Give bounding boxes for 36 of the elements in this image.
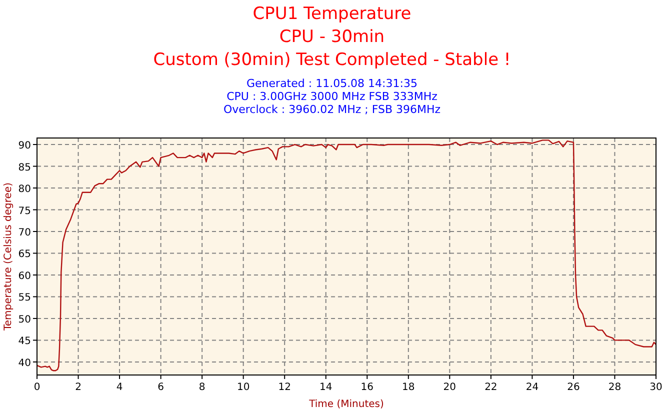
x-tick-label: 6	[158, 382, 164, 393]
x-tick-label: 20	[443, 382, 456, 393]
x-tick-label: 16	[360, 382, 374, 393]
x-tick-label: 10	[236, 382, 250, 393]
y-tick-label: 65	[18, 249, 31, 260]
y-axis-title: Temperature (Celsius degree)	[3, 182, 14, 332]
x-tick-label: 0	[34, 382, 40, 393]
text: Custom (30min) Test Completed - Stable !	[153, 50, 511, 70]
text: CPU : 3.00GHz 3000 MHz FSB 333MHz	[226, 90, 438, 103]
y-tick-label: 85	[18, 162, 31, 174]
x-tick-label: 2	[75, 382, 82, 393]
y-tick-label: 45	[18, 336, 31, 348]
chart-title: CPU1 Temperature	[252, 4, 412, 24]
y-tick-label: 40	[18, 358, 31, 369]
text: Generated : 11.05.08 14:31:35	[246, 77, 418, 90]
text: Overclock : 3960.02 MHz ; FSB 396MHz	[223, 103, 441, 116]
y-tick-label: 55	[18, 292, 31, 304]
x-tick-label: 30	[650, 382, 662, 393]
x-tick-label: 14	[320, 382, 332, 393]
x-tick-label: 28	[608, 382, 622, 393]
x-tick-label: 24	[526, 382, 539, 393]
x-tick-label: 12	[278, 382, 291, 393]
chart-subtitle: CPU - 30min	[279, 27, 385, 47]
line-series	[36, 140, 657, 372]
y-tick-label: 50	[18, 314, 31, 326]
y-tick-label: 60	[18, 270, 31, 282]
y-tick-label: 70	[18, 227, 31, 238]
x-tick-label: 8	[198, 382, 206, 393]
y-tick-label: 80	[18, 184, 31, 196]
y-tick-label: 75	[18, 206, 31, 217]
x-tick-label: 22	[484, 382, 498, 393]
x-tick-label: 18	[402, 382, 415, 393]
x-tick-label: 4	[116, 382, 123, 393]
y-tick-label: 90	[18, 140, 31, 152]
x-tick-label: 26	[567, 382, 580, 393]
x-axis-title: Time (Minutes)	[308, 399, 384, 410]
